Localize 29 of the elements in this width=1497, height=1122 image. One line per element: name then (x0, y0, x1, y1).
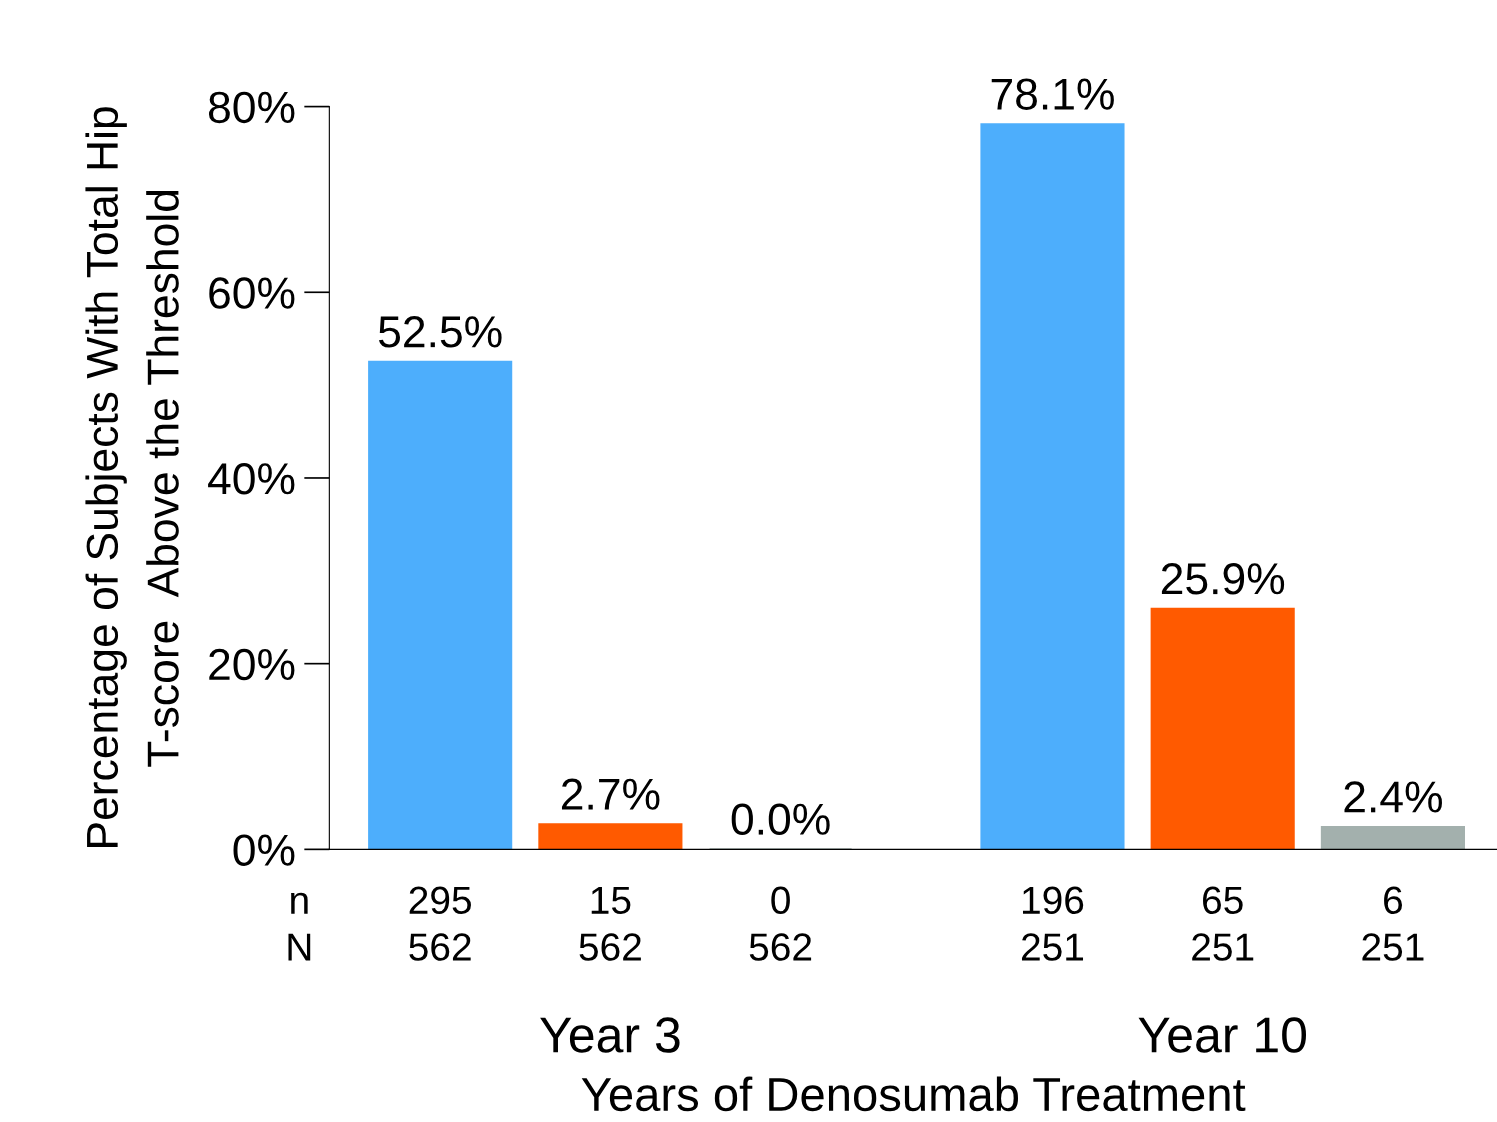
y-tick-label: 60% (209, 277, 295, 309)
data-label: 52.5% (378, 316, 502, 348)
text: 251 (1192, 933, 1254, 961)
y-tick-label: 40% (208, 463, 295, 495)
text: n (291, 892, 308, 914)
data-label: 2.7% (561, 778, 660, 810)
text: 295 (409, 886, 471, 915)
text: 65 (1203, 886, 1243, 915)
y-tick-label: 0% (233, 834, 295, 866)
text: 562 (579, 933, 641, 961)
x-tick-label: Year 3 (540, 1017, 680, 1053)
text: 6 (1384, 886, 1403, 915)
y-axis-title: Percentage of Subjects With Total Hip T-score Above the Threshold (85, 107, 179, 847)
x-axis-title: Years of Denosumab Treatment (581, 1076, 1246, 1112)
y-tick-label: 80% (208, 91, 295, 124)
text: N (288, 933, 311, 961)
data-label: 25.9% (1161, 563, 1285, 595)
text: 15 (591, 886, 631, 915)
x-tick-label: Year 10 (1138, 1017, 1307, 1053)
y-tick-label: 20% (209, 648, 295, 681)
data-label: 2.4% (1344, 781, 1442, 813)
text: 196 (1023, 886, 1084, 915)
data-label: 0.0% (731, 803, 830, 836)
text: 562 (749, 933, 812, 961)
text: 0 (771, 886, 790, 915)
text: 251 (1362, 933, 1424, 961)
text: 562 (409, 933, 471, 961)
data-label: 78.1% (991, 78, 1114, 110)
text: 251 (1021, 933, 1084, 961)
